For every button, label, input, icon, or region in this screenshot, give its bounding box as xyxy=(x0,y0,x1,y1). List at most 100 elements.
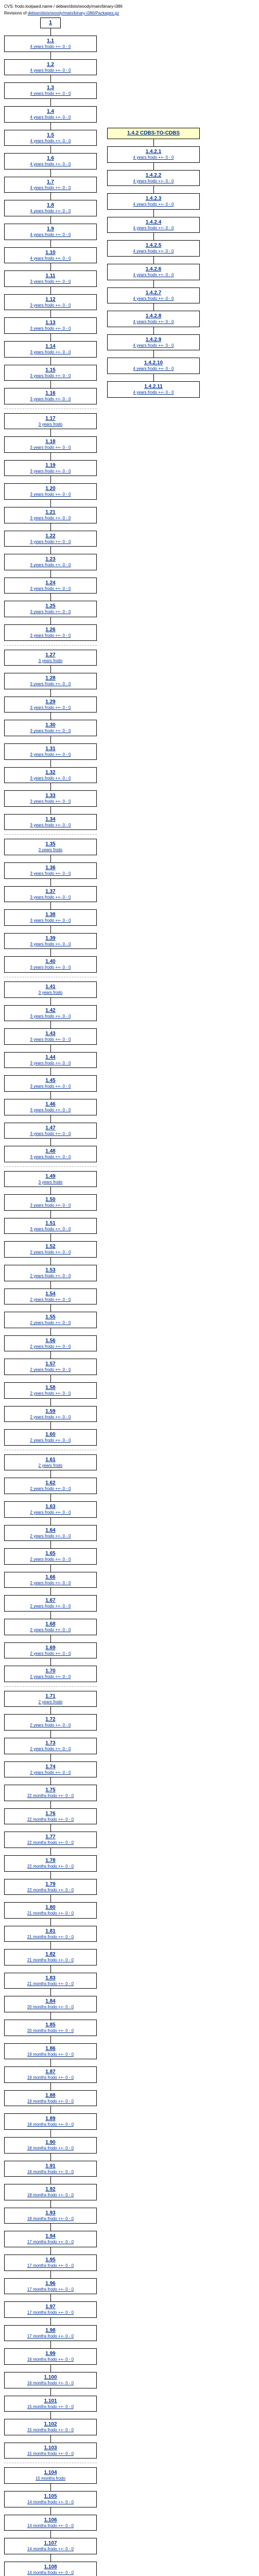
revision-node[interactable]: 1.8321 months frodo ++- 0 - 0 xyxy=(4,1973,97,1989)
revision-node[interactable]: 1.10514 months frodo ++- 0 - 0 xyxy=(4,2491,97,2507)
revision-number[interactable]: 1.42 xyxy=(9,1008,92,1014)
revision-node[interactable]: 1.433 years frodo ++- 0 - 0 xyxy=(4,1028,97,1045)
revision-node[interactable]: 1.343 years frodo ++- 0 - 0 xyxy=(4,814,97,831)
revision-node[interactable]: 1.8619 months frodo ++- 0 - 0 xyxy=(4,2043,97,2060)
revision-meta[interactable]: 2 years frodo ++- 0 - 0 xyxy=(9,1344,92,1349)
revision-node[interactable]: 1.323 years frodo ++- 0 - 0 xyxy=(4,767,97,784)
revision-node[interactable]: 1.233 years frodo ++- 0 - 0 xyxy=(4,554,97,570)
revision-number[interactable]: 1.58 xyxy=(9,1385,92,1391)
revision-node[interactable]: 1.622 years frodo ++- 0 - 0 xyxy=(4,1478,97,1494)
revision-meta[interactable]: 3 years frodo ++- 0 - 0 xyxy=(9,609,92,615)
revision-number[interactable]: 1.77 xyxy=(9,1834,92,1840)
revision-meta[interactable]: 3 years frodo ++- 0 - 0 xyxy=(9,633,92,638)
revision-number[interactable]: 1.59 xyxy=(9,1409,92,1415)
revision-number[interactable]: 1.68 xyxy=(9,1621,92,1628)
revision-meta[interactable]: 18 months frodo ++- 0 - 0 xyxy=(9,2122,92,2127)
revision-node[interactable]: 1.742 years frodo ++- 0 - 0 xyxy=(4,1761,97,1778)
revision-meta[interactable]: 3 years frodo ++- 0 - 0 xyxy=(9,1227,92,1232)
revision-node[interactable]: 1.8819 months frodo ++- 0 - 0 xyxy=(4,2090,97,2107)
revision-node[interactable]: 1.692 years frodo ++- 0 - 0 xyxy=(4,1642,97,1659)
revision-number[interactable]: 1.37 xyxy=(9,889,92,895)
revision-number[interactable]: 1.57 xyxy=(9,1361,92,1367)
revision-meta[interactable]: 3 years frodo ++- 0 - 0 xyxy=(9,776,92,781)
revision-number[interactable]: 1.88 xyxy=(9,2093,92,2099)
revision-meta[interactable]: 2 years frodo ++- 0 - 0 xyxy=(9,1723,92,1728)
revision-node[interactable]: 1.303 years frodo ++- 0 - 0 xyxy=(4,720,97,736)
revision-number[interactable]: 1.66 xyxy=(9,1574,92,1581)
revision-node[interactable]: 1.44 years frodo ++- 0 - 0 xyxy=(4,106,97,123)
revision-number[interactable]: 1.16 xyxy=(9,391,92,397)
revision-node[interactable]: 1.9218 months frodo ++- 0 - 0 xyxy=(4,2184,97,2200)
revision-number[interactable]: 1.45 xyxy=(9,1078,92,1084)
revision-node[interactable]: 1.333 years frodo ++- 0 - 0 xyxy=(4,790,97,807)
revision-number[interactable]: 1.86 xyxy=(9,2046,92,2052)
revision-meta[interactable]: 21 months frodo ++- 0 - 0 xyxy=(9,1981,92,1987)
revision-number[interactable]: 1.76 xyxy=(9,1811,92,1817)
revision-number[interactable]: 1.106 xyxy=(9,2517,92,2523)
revision-number[interactable]: 1.4.2.5 xyxy=(112,243,195,249)
revision-node[interactable]: 1.8121 months frodo ++- 0 - 0 xyxy=(4,1926,97,1942)
revision-meta[interactable]: 4 years frodo ++- 0 - 0 xyxy=(9,68,92,73)
revision-node[interactable]: 1.283 years frodo ++- 0 - 0 xyxy=(4,673,97,689)
revision-node[interactable]: 1.572 years frodo ++- 0 - 0 xyxy=(4,1359,97,1375)
revision-number[interactable]: 1.81 xyxy=(9,1928,92,1935)
revision-number[interactable]: 1.7 xyxy=(9,179,92,185)
revision-number[interactable]: 1.4.2.11 xyxy=(112,384,195,390)
revision-node[interactable]: 1.143 years frodo ++- 0 - 0 xyxy=(4,341,97,358)
revision-node[interactable]: 1.383 years frodo ++- 0 - 0 xyxy=(4,909,97,926)
revision-node[interactable]: 1.94 years frodo ++- 0 - 0 xyxy=(4,224,97,240)
revision-meta[interactable]: 18 months frodo ++- 0 - 0 xyxy=(9,2170,92,2175)
revision-node[interactable]: 1.14 years frodo ++- 0 - 0 xyxy=(4,36,97,52)
revision-number[interactable]: 1.46 xyxy=(9,1101,92,1108)
revision-number[interactable]: 1.12 xyxy=(9,297,92,303)
revision-meta[interactable]: 14 months frodo ++- 0 - 0 xyxy=(9,2570,92,2575)
revision-node[interactable]: 1.403 years frodo ++- 0 - 0 xyxy=(4,956,97,973)
revision-meta[interactable]: 3 years frodo ++- 0 - 0 xyxy=(9,728,92,734)
revision-meta[interactable]: 21 months frodo ++- 0 - 0 xyxy=(9,1935,92,1940)
revision-number[interactable]: 1.99 xyxy=(9,2351,92,2357)
revision-node[interactable]: 1.54 years frodo ++- 0 - 0 xyxy=(4,130,97,146)
revision-node[interactable]: 1.423 years frodo ++- 0 - 0 xyxy=(4,1005,97,1022)
revision-meta[interactable]: 3 years frodo ++- 0 - 0 xyxy=(9,469,92,474)
revision-meta[interactable]: 2 years frodo ++- 0 - 0 xyxy=(9,1747,92,1752)
revision-node[interactable]: 1.702 years frodo ++- 0 - 0 xyxy=(4,1666,97,1682)
revision-number[interactable]: 1.98 xyxy=(9,2328,92,2334)
revision-number[interactable]: 1.105 xyxy=(9,2494,92,2500)
revision-meta[interactable]: 3 years frodo ++- 0 - 0 xyxy=(9,1014,92,1019)
revision-node[interactable]: 1.483 years frodo ++- 0 - 0 xyxy=(4,1146,97,1162)
revision-meta[interactable]: 3 years frodo ++- 0 - 0 xyxy=(9,752,92,757)
revision-meta[interactable]: 3 years frodo ++- 0 - 0 xyxy=(9,1061,92,1066)
revision-meta[interactable]: 3 years frodo ++- 0 - 0 xyxy=(9,374,92,379)
revision-number[interactable]: 1.1 xyxy=(9,38,92,44)
revision-node[interactable]: 1.153 years frodo ++- 0 - 0 xyxy=(4,365,97,381)
revision-node[interactable]: 1.9018 months frodo ++- 0 - 0 xyxy=(4,2137,97,2154)
revision-node[interactable]: 1.612 years frodo xyxy=(4,1454,97,1471)
revision-number[interactable]: 1.90 xyxy=(9,2140,92,2146)
revision-meta[interactable]: 3 years frodo ++- 0 - 0 xyxy=(9,1084,92,1089)
revision-number[interactable]: 1.55 xyxy=(9,1314,92,1320)
revision-meta[interactable]: 3 years frodo ++- 0 - 0 xyxy=(9,918,92,923)
revision-node[interactable]: 1.4.2.14 years frodo ++- 0 - 0 xyxy=(107,146,200,163)
revision-number[interactable]: 1.33 xyxy=(9,793,92,799)
revision-meta[interactable]: 2 years frodo ++- 0 - 0 xyxy=(9,1651,92,1656)
revision-number[interactable]: 1.29 xyxy=(9,699,92,705)
revision-meta[interactable]: 2 years frodo ++- 0 - 0 xyxy=(9,1415,92,1420)
revision-number[interactable]: 1.21 xyxy=(9,510,92,516)
revision-meta[interactable]: 2 years frodo ++- 0 - 0 xyxy=(9,1250,92,1255)
revision-node[interactable]: 1.493 years frodo xyxy=(4,1171,97,1188)
revision-meta[interactable]: 3 years frodo ++- 0 - 0 xyxy=(9,1108,92,1113)
revision-node[interactable]: 1.163 years frodo ++- 0 - 0 xyxy=(4,388,97,404)
revision-meta[interactable]: 15 months frodo ++- 0 - 0 xyxy=(9,2451,92,2456)
revision-node[interactable]: 1.8221 months frodo ++- 0 - 0 xyxy=(4,1949,97,1965)
revision-number[interactable]: 1.6 xyxy=(9,156,92,162)
revision-meta[interactable]: 14 months frodo ++- 0 - 0 xyxy=(9,2547,92,2552)
revision-meta[interactable]: 3 years frodo ++- 0 - 0 xyxy=(9,539,92,545)
revision-node[interactable]: 1.9417 months frodo ++- 0 - 0 xyxy=(4,2231,97,2247)
revision-node[interactable]: 1.4.2.34 years frodo ++- 0 - 0 xyxy=(107,193,200,210)
revision-meta[interactable]: 20 months frodo ++- 0 - 0 xyxy=(9,2005,92,2010)
revision-number[interactable]: 1.64 xyxy=(9,1528,92,1534)
revision-meta[interactable]: 15 months frodo ++- 0 - 0 xyxy=(9,2428,92,2433)
revision-meta[interactable]: 4 years frodo ++- 0 - 0 xyxy=(9,185,92,191)
revision-meta[interactable]: 2 years frodo ++- 0 - 0 xyxy=(9,1534,92,1539)
revision-meta[interactable]: 3 years frodo ++- 0 - 0 xyxy=(9,682,92,687)
